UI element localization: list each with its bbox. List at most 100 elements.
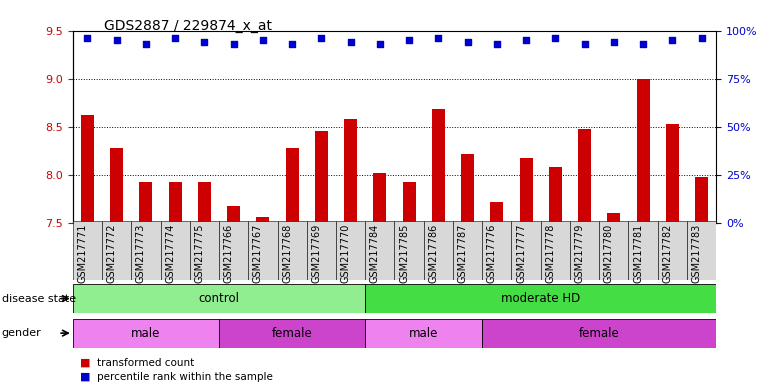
Bar [161,221,190,280]
Bar [695,177,709,223]
Text: GSM217767: GSM217767 [253,224,263,283]
Text: GSM217783: GSM217783 [692,224,702,283]
Text: GSM217787: GSM217787 [457,224,467,283]
Point [139,41,152,47]
Text: ■: ■ [80,358,91,368]
Point [607,39,620,45]
Point [228,41,240,47]
Text: GSM217785: GSM217785 [399,224,409,283]
Point [345,39,357,45]
Point [696,35,708,41]
Bar [548,167,562,223]
Text: ■: ■ [80,372,91,382]
Point [666,37,679,43]
Text: GSM217778: GSM217778 [545,224,555,283]
Bar [628,221,658,280]
Bar [687,221,716,280]
Text: GSM217769: GSM217769 [311,224,322,283]
Point [257,37,269,43]
Bar [365,284,716,313]
Bar [81,115,94,223]
Bar [102,221,131,280]
Bar [257,217,270,223]
Bar [365,221,394,280]
Bar [483,319,716,348]
Bar [73,284,365,313]
Text: gender: gender [2,328,41,338]
Point [461,39,473,45]
Text: GSM217775: GSM217775 [195,224,205,283]
Text: female: female [272,327,313,339]
Bar [139,182,152,223]
Bar [432,109,445,223]
Bar [461,154,474,223]
Bar [424,221,453,280]
Bar [219,221,248,280]
Point [81,35,93,41]
Text: GSM217777: GSM217777 [516,224,526,283]
Text: GSM217781: GSM217781 [633,224,643,283]
Text: male: male [131,327,161,339]
Bar [599,221,628,280]
Point [198,39,211,45]
Point [637,41,650,47]
Bar [666,124,679,223]
Bar [190,221,219,280]
Bar [169,182,182,223]
Bar [541,221,570,280]
Text: GSM217784: GSM217784 [370,224,380,283]
Text: GSM217780: GSM217780 [604,224,614,283]
Text: GSM217770: GSM217770 [341,224,351,283]
Bar [637,79,650,223]
Bar [483,221,512,280]
Text: GSM217772: GSM217772 [106,224,116,283]
Text: GDS2887 / 229874_x_at: GDS2887 / 229874_x_at [103,19,272,33]
Point [520,37,532,43]
Bar [110,148,123,223]
Text: GSM217766: GSM217766 [224,224,234,283]
Text: GSM217773: GSM217773 [136,224,146,283]
Bar [198,182,211,223]
Bar [373,173,387,223]
Point [578,41,591,47]
Text: transformed count: transformed count [97,358,195,368]
Bar [73,221,102,280]
Point [374,41,386,47]
Bar [607,213,620,223]
Point [403,37,415,43]
Text: GSM217768: GSM217768 [282,224,292,283]
Point [549,35,561,41]
Text: GSM217771: GSM217771 [77,224,87,283]
Text: control: control [198,292,240,305]
Bar [248,221,277,280]
Bar [365,319,483,348]
Bar [490,202,503,223]
Text: GSM217776: GSM217776 [487,224,497,283]
Bar [512,221,541,280]
Point [316,35,328,41]
Bar [453,221,483,280]
Text: moderate HD: moderate HD [501,292,581,305]
Point [110,37,123,43]
Bar [336,221,365,280]
Text: GSM217779: GSM217779 [574,224,584,283]
Bar [344,119,357,223]
Text: male: male [409,327,438,339]
Bar [570,221,599,280]
Text: disease state: disease state [2,294,76,304]
Bar [658,221,687,280]
Bar [131,221,161,280]
Point [432,35,444,41]
Bar [73,319,219,348]
Text: GSM217786: GSM217786 [428,224,438,283]
Text: GSM217774: GSM217774 [165,224,175,283]
Bar [578,129,591,223]
Bar [519,159,532,223]
Text: percentile rank within the sample: percentile rank within the sample [97,372,273,382]
Bar [227,207,241,223]
Text: female: female [579,327,620,339]
Point [286,41,298,47]
Bar [219,319,365,348]
Point [169,35,182,41]
Text: GSM217782: GSM217782 [663,224,673,283]
